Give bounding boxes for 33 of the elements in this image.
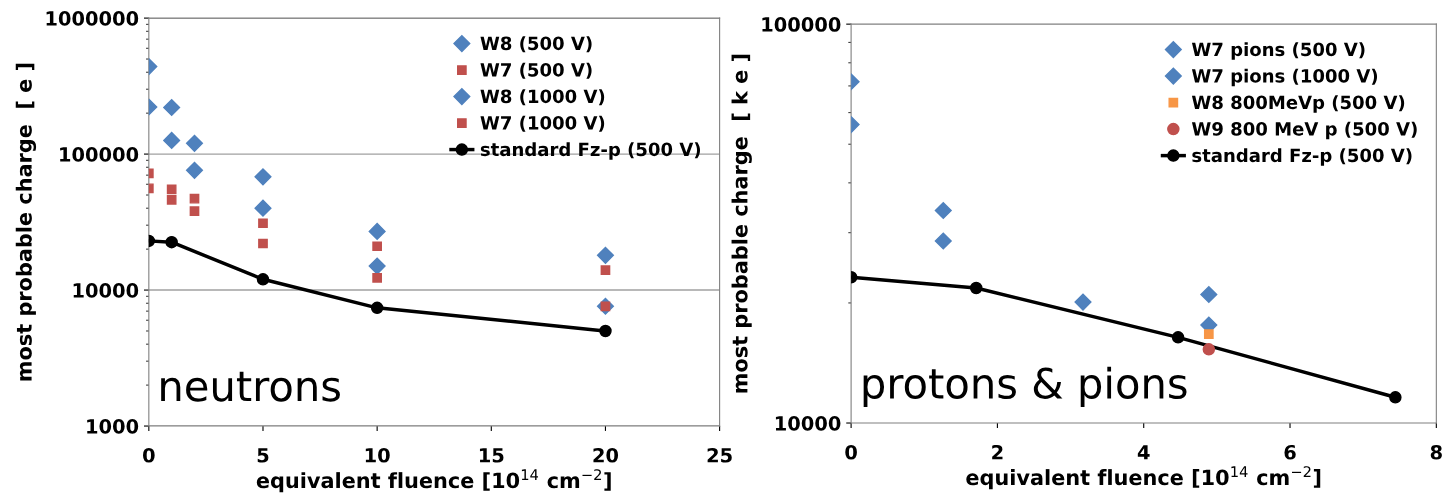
legend-label: W9 800 MeV p (500 V) [1191,121,1417,140]
y-axis-title: most probable charge [ e ] [15,63,37,381]
y-tick-label: 1000000 [46,11,139,26]
annotation: neutrons [161,371,340,402]
y-tick-label: 1000 [87,419,139,434]
legend-label: W8 (1000 V) [480,89,605,106]
legend-label: W7 pions (500 V) [1191,42,1365,60]
x-tick-label: 10 [365,447,390,463]
y-tick-label: 100000 [60,147,139,162]
y-tick-label: 10000 [73,283,139,298]
x-tick-label: 0 [143,447,155,463]
x-tick-label: 5 [257,448,269,463]
x-tick-label: 8 [1430,444,1442,460]
y-tick-label: 10000 [775,415,841,431]
legend-label: standard Fz-p (500 V) [480,142,701,160]
x-axis-title: equivalent fluence [10$^{14}$ cm$^{−2}$] [966,466,1321,490]
x-tick-label: 20 [593,447,619,463]
y-tick-label: 100000 [762,17,841,32]
legend-label: W7 (1000 V) [480,115,605,132]
x-tick-label: 25 [707,447,732,463]
x-tick-label: 4 [1137,445,1150,460]
legend-label: W8 (500 V) [480,36,592,53]
x-axis-title: equivalent fluence [10$^{14}$ cm$^{−2}$] [256,469,611,493]
annotation: protons & pions [863,366,1187,408]
x-tick-label: 0 [845,444,857,460]
y-axis-title: most probable charge [ k e ] [731,54,752,393]
legend-label: standard Fz-p (500 V) [1192,148,1412,166]
x-tick-label: 15 [479,448,504,463]
legend-label: W8 800MeVp (500 V) [1191,95,1405,113]
legend-label: W7 pions (1000 V) [1191,68,1378,87]
legend-label: W7 (500 V) [480,62,592,79]
x-tick-label: 2 [992,444,1003,460]
x-tick-label: 6 [1284,444,1296,460]
